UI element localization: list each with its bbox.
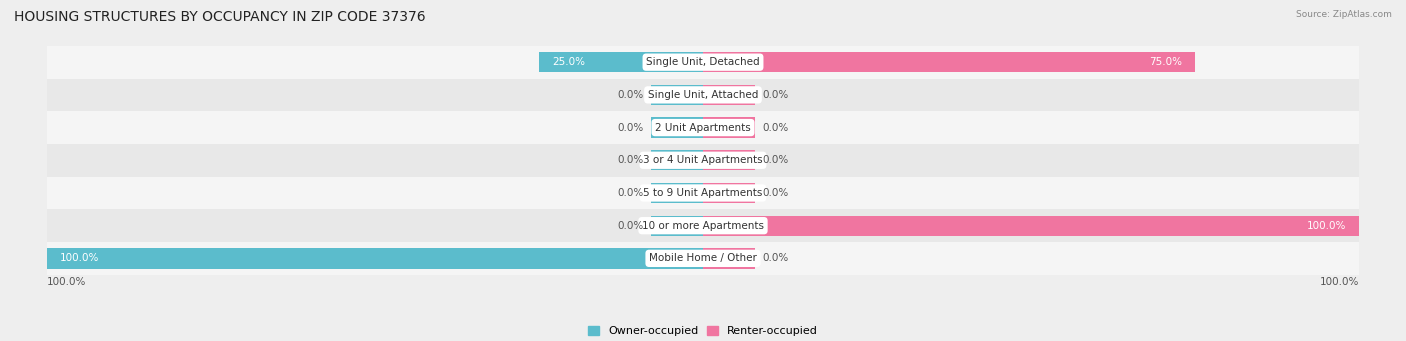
Bar [46,177,1360,209]
Bar [703,85,755,105]
Text: Source: ZipAtlas.com: Source: ZipAtlas.com [1296,10,1392,19]
Bar [538,52,703,72]
Bar [651,117,703,138]
Bar [703,150,755,170]
Text: Single Unit, Attached: Single Unit, Attached [648,90,758,100]
Text: Single Unit, Detached: Single Unit, Detached [647,57,759,67]
Text: 3 or 4 Unit Apartments: 3 or 4 Unit Apartments [643,155,763,165]
Text: 100.0%: 100.0% [60,253,100,263]
Text: 10 or more Apartments: 10 or more Apartments [643,221,763,231]
Text: 25.0%: 25.0% [553,57,585,67]
Bar [46,46,1360,78]
Text: 0.0%: 0.0% [762,122,789,133]
Text: 5 to 9 Unit Apartments: 5 to 9 Unit Apartments [644,188,762,198]
Bar [703,117,755,138]
Text: 75.0%: 75.0% [1149,57,1182,67]
Text: 0.0%: 0.0% [762,155,789,165]
Text: 0.0%: 0.0% [762,188,789,198]
Text: 100.0%: 100.0% [46,277,86,287]
Bar [46,111,1360,144]
Bar [46,248,703,268]
Bar [703,248,755,268]
Text: 0.0%: 0.0% [762,253,789,263]
Text: HOUSING STRUCTURES BY OCCUPANCY IN ZIP CODE 37376: HOUSING STRUCTURES BY OCCUPANCY IN ZIP C… [14,10,426,24]
Legend: Owner-occupied, Renter-occupied: Owner-occupied, Renter-occupied [583,322,823,341]
Bar [651,183,703,203]
Bar [46,144,1360,177]
Text: 100.0%: 100.0% [1320,277,1360,287]
Text: 2 Unit Apartments: 2 Unit Apartments [655,122,751,133]
Bar [651,85,703,105]
Text: 0.0%: 0.0% [617,188,644,198]
Text: 100.0%: 100.0% [1306,221,1346,231]
Bar [651,216,703,236]
Bar [46,209,1360,242]
Bar [703,216,1360,236]
Text: Mobile Home / Other: Mobile Home / Other [650,253,756,263]
Text: 0.0%: 0.0% [617,155,644,165]
Bar [703,183,755,203]
Text: 0.0%: 0.0% [617,221,644,231]
Bar [651,150,703,170]
Bar [703,52,1195,72]
Text: 0.0%: 0.0% [617,122,644,133]
Text: 0.0%: 0.0% [617,90,644,100]
Text: 0.0%: 0.0% [762,90,789,100]
Bar [46,78,1360,111]
Bar [46,242,1360,275]
